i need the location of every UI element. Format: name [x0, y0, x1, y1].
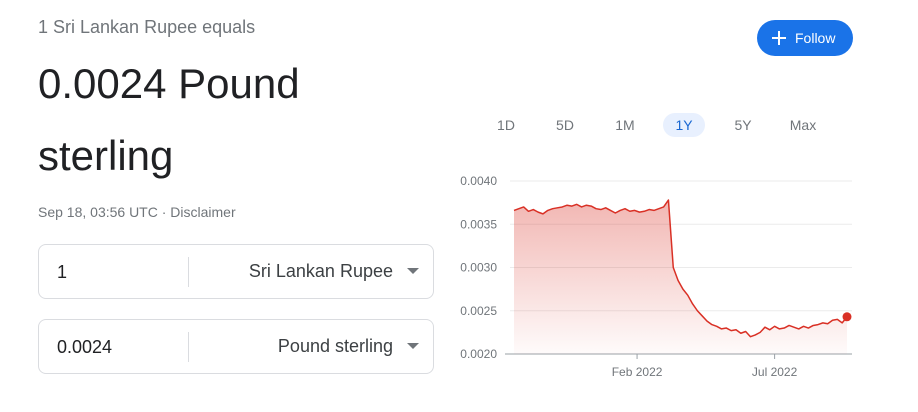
y-tick-label: 0.0030: [460, 261, 497, 275]
y-tick-label: 0.0020: [460, 347, 497, 361]
y-tick-label: 0.0040: [460, 174, 497, 188]
follow-label[interactable]: Follow: [795, 30, 836, 46]
line: [513, 199, 848, 338]
range-tab[interactable]: 1D: [497, 117, 515, 133]
currency-select[interactable]: Pound sterling: [277, 336, 393, 356]
range-tab[interactable]: 1M: [615, 117, 635, 133]
equals-text: 1 Sri Lankan Rupee equals: [38, 17, 256, 37]
last-point: [842, 312, 852, 322]
area: [514, 200, 847, 354]
dropdown-arrow[interactable]: [407, 343, 419, 350]
range-tab[interactable]: Max: [789, 117, 817, 133]
converter-row: 1 Sri Lankan Rupee: [38, 244, 434, 299]
y-tick-label: 0.0025: [460, 304, 497, 318]
amount-input[interactable]: 1: [57, 262, 68, 282]
amount-input[interactable]: 0.0024: [57, 337, 113, 357]
dropdown-arrow[interactable]: [407, 268, 419, 275]
currency-select[interactable]: Sri Lankan Rupee: [248, 261, 393, 281]
timestamp: Sep 18, 03:56 UTC · Disclaimer: [38, 204, 236, 220]
converted-amount: 0.0024 Pound sterling: [38, 60, 300, 179]
plus-icon: [772, 31, 786, 45]
x-tick-label: Feb 2022: [612, 365, 663, 379]
separator: [188, 257, 189, 287]
converter-row: 0.0024 Pound sterling: [38, 319, 434, 374]
separator: [188, 332, 189, 362]
x-tick-label: Jul 2022: [752, 365, 798, 379]
y-tick-label: 0.0035: [460, 217, 497, 231]
follow-button[interactable]: Follow: [757, 20, 853, 56]
range-tab[interactable]: 1Y: [663, 113, 705, 137]
range-tab[interactable]: 5Y: [734, 117, 752, 133]
range-tab[interactable]: 5D: [556, 117, 574, 133]
